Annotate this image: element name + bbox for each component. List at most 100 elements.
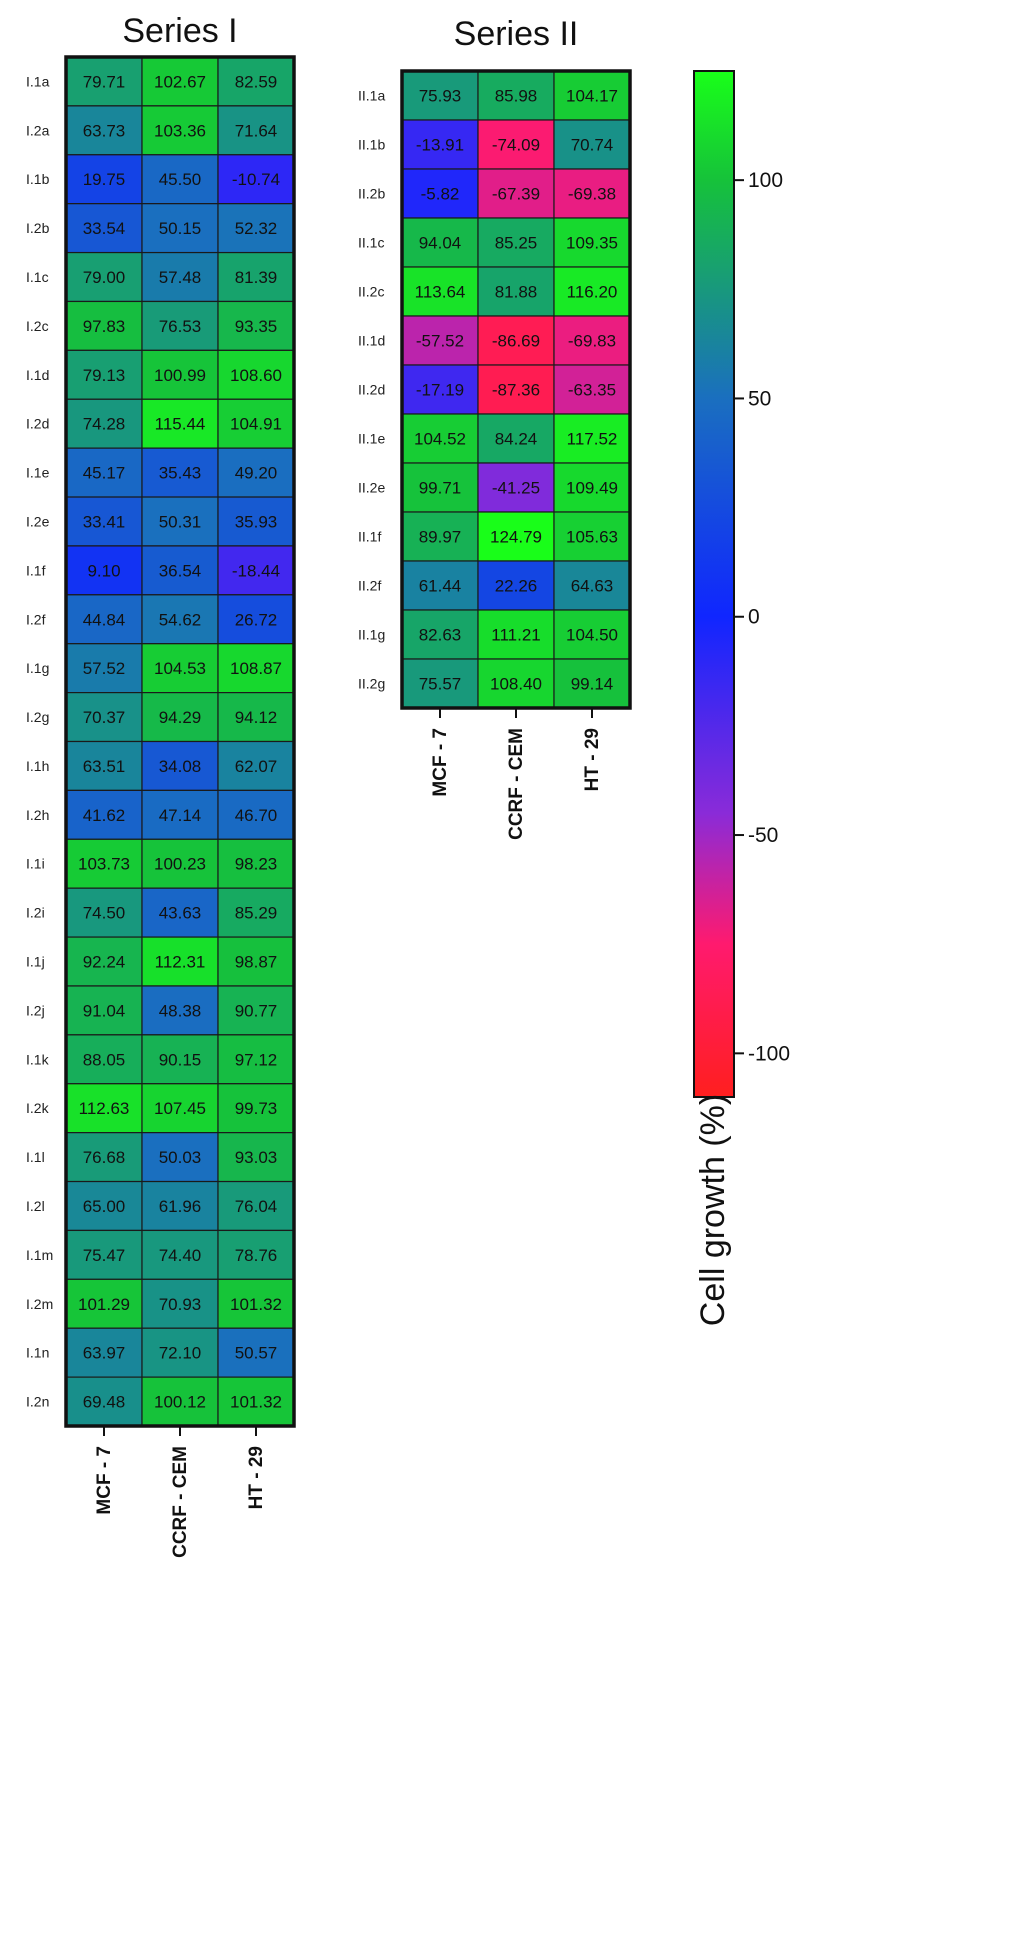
cell-value-label: 103.36 xyxy=(154,121,206,140)
row-label: II.1e xyxy=(358,431,385,447)
heatmap-cell xyxy=(65,740,143,791)
row-label: I.2b xyxy=(26,220,50,236)
heatmap-cell xyxy=(553,462,631,513)
cell-value-label: 50.31 xyxy=(159,512,202,531)
row-label: I.2h xyxy=(26,807,49,823)
cell-value-label: 84.24 xyxy=(495,430,538,449)
heatmap-cell xyxy=(217,1132,295,1183)
cell-value-label: 108.60 xyxy=(230,366,282,385)
cell-value-label: 112.63 xyxy=(79,1099,130,1118)
column-label: MCF - 7 xyxy=(94,1446,115,1515)
cell-value-label: 94.12 xyxy=(235,708,278,727)
heatmap-cell xyxy=(553,315,631,366)
cell-value-label: 108.40 xyxy=(490,675,542,694)
cell-value-label: 93.35 xyxy=(235,317,278,336)
cell-value-label: 70.93 xyxy=(159,1295,202,1314)
cell-value-label: -87.36 xyxy=(492,381,540,400)
cell-value-label: 65.00 xyxy=(83,1197,126,1216)
row-label: I.2c xyxy=(26,318,49,334)
row-label: I.1l xyxy=(26,1149,45,1165)
heatmap-cell xyxy=(141,936,219,987)
row-label: I.2l xyxy=(26,1198,45,1214)
heatmap-cell xyxy=(65,56,143,107)
row-label: II.1f xyxy=(358,529,381,545)
cell-value-label: 99.14 xyxy=(571,675,614,694)
heatmap-cell xyxy=(141,300,219,351)
column-label: HT - 29 xyxy=(246,1446,267,1509)
heatmap-cell xyxy=(217,643,295,694)
cell-value-label: 109.49 xyxy=(566,479,618,498)
cell-value-label: 72.10 xyxy=(159,1344,202,1363)
heatmap-cell xyxy=(65,1376,143,1427)
cell-value-label: 48.38 xyxy=(159,1001,202,1020)
cell-value-label: 105.63 xyxy=(566,528,618,547)
cell-value-label: 100.12 xyxy=(154,1393,206,1412)
cell-value-label: 97.12 xyxy=(235,1050,278,1069)
heatmap-cell xyxy=(65,1229,143,1280)
row-label: I.1i xyxy=(26,856,45,872)
cell-value-label: 22.26 xyxy=(495,577,538,596)
heatmap-cell xyxy=(217,789,295,840)
heatmap-cell xyxy=(477,315,555,366)
row-label: II.1g xyxy=(358,627,385,643)
cell-value-label: 98.87 xyxy=(235,953,278,972)
cell-value-label: 74.50 xyxy=(83,904,126,923)
cell-value-label: 124.79 xyxy=(490,528,542,547)
cell-value-label: 112.31 xyxy=(155,953,206,972)
row-label: I.1b xyxy=(26,171,50,187)
heatmap-cell xyxy=(217,1180,295,1232)
row-label: I.1m xyxy=(26,1247,53,1263)
cell-value-label: -10.74 xyxy=(232,170,280,189)
colorbar-tick-label: -100 xyxy=(748,1042,790,1065)
heatmap-cell xyxy=(217,1327,295,1378)
heatmap-cell xyxy=(65,203,143,254)
cell-value-label: 62.07 xyxy=(235,757,278,776)
series-ii-heatmap: Series II II.1a 75.93 85.98 104.17 II.1b -13.9… xyxy=(358,15,632,840)
cell-value-label: 50.03 xyxy=(159,1148,202,1167)
heatmap-cell xyxy=(217,838,295,889)
column-label: CCRF - CEM xyxy=(170,1446,191,1558)
cell-value-label: 111.21 xyxy=(491,626,540,645)
cell-value-label: 74.40 xyxy=(159,1246,202,1265)
heatmap-cell xyxy=(477,266,555,317)
cell-value-label: 61.96 xyxy=(159,1197,202,1216)
cell-value-label: 63.97 xyxy=(83,1344,126,1363)
cell-value-label: 104.50 xyxy=(566,626,618,645)
heatmap-cell xyxy=(65,1132,143,1183)
cell-value-label: 85.98 xyxy=(495,87,538,106)
heatmap-cell xyxy=(217,1229,295,1280)
cell-value-label: 26.72 xyxy=(235,610,278,629)
cell-value-label: 44.84 xyxy=(83,610,126,629)
chart-title: Series II xyxy=(454,15,579,53)
cell-value-label: 9.10 xyxy=(87,561,120,580)
row-label: I.1g xyxy=(26,660,49,676)
cell-value-label: -41.25 xyxy=(492,479,540,498)
row-label: I.2i xyxy=(26,905,45,921)
cell-value-label: -18.44 xyxy=(232,561,280,580)
heatmap-cell xyxy=(65,936,143,987)
row-label: II.2e xyxy=(358,480,385,496)
cell-value-label: 79.13 xyxy=(83,366,126,385)
row-label: I.2a xyxy=(26,122,50,138)
cell-value-label: 85.29 xyxy=(235,904,278,923)
heatmap-cell xyxy=(217,1083,295,1134)
row-label: II.1d xyxy=(358,333,385,349)
heatmap-cell xyxy=(141,56,219,107)
cell-value-label: 33.41 xyxy=(83,512,126,531)
row-label: I.2n xyxy=(26,1394,49,1410)
heatmap-cell xyxy=(141,1229,219,1280)
heatmap-cell xyxy=(141,1132,219,1183)
heatmap-cell xyxy=(65,1278,143,1329)
heatmap-cell xyxy=(65,643,143,694)
heatmap-cell xyxy=(65,789,143,840)
heatmap-cell xyxy=(217,1376,295,1427)
heatmap-cell xyxy=(141,349,219,400)
heatmap-cell xyxy=(477,413,555,464)
row-label: I.2d xyxy=(26,416,49,432)
cell-value-label: 76.53 xyxy=(159,317,202,336)
cell-value-label: 36.54 xyxy=(159,561,202,580)
cell-value-label: 102.67 xyxy=(154,72,206,91)
chart-title: Series I xyxy=(122,12,237,50)
cell-value-label: 82.63 xyxy=(419,626,462,645)
cell-value-label: 74.28 xyxy=(83,415,126,434)
